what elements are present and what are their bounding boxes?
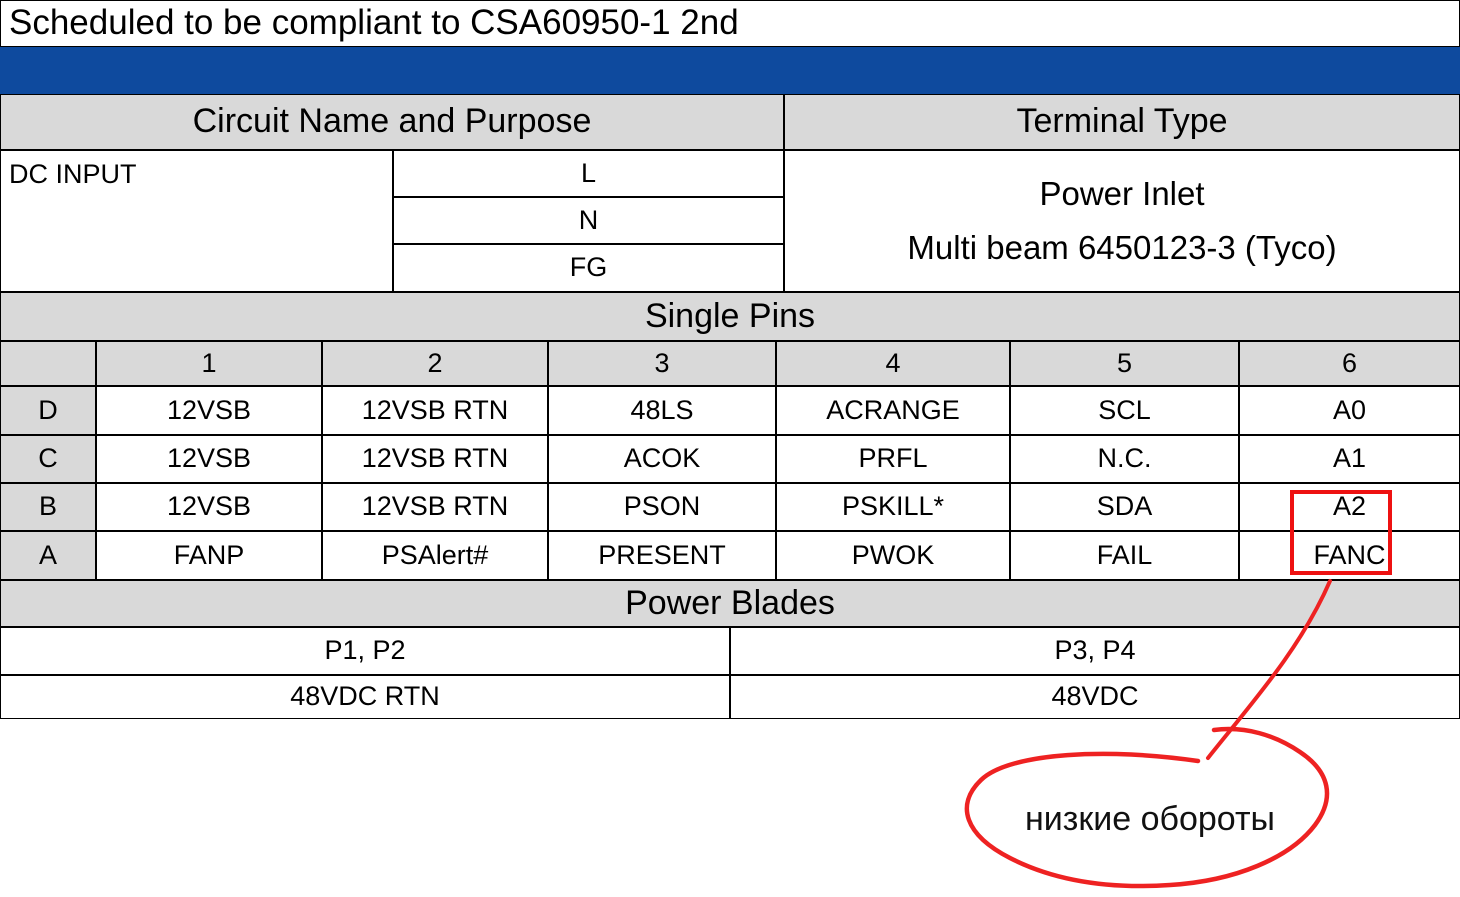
svg-text:низкие обороты: низкие обороты [1025, 800, 1275, 838]
